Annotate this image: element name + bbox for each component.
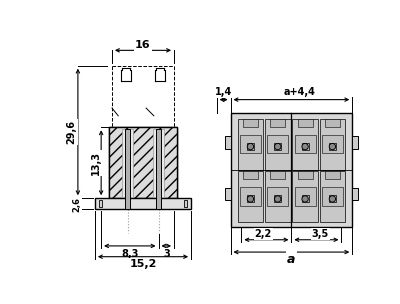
Circle shape [248,144,253,150]
Circle shape [276,197,280,201]
Bar [238,119,263,170]
Circle shape [330,145,334,149]
Bar [109,127,177,198]
Bar [156,129,161,209]
Bar [184,201,187,207]
Bar [95,198,191,209]
Bar [153,129,164,197]
Bar [292,171,318,222]
Circle shape [303,145,307,149]
Bar [302,195,308,202]
Bar [265,119,291,170]
Text: 15,2: 15,2 [129,259,157,269]
Bar [109,127,177,198]
Bar [274,195,281,202]
Bar [125,129,130,209]
Bar [294,135,316,154]
Bar [274,143,281,150]
Bar [325,171,340,179]
Bar [322,188,343,206]
Bar [243,119,258,126]
Bar [243,171,258,179]
Bar [265,171,291,222]
Bar [294,188,316,206]
Bar [238,171,263,222]
Bar [329,143,336,150]
Bar [247,143,254,150]
Circle shape [302,144,308,150]
Text: 2,2: 2,2 [255,229,272,239]
Bar [267,188,288,206]
Bar [352,136,358,149]
Text: 3,5: 3,5 [312,229,329,239]
Bar [292,119,318,170]
Circle shape [330,196,335,202]
Bar [270,171,285,179]
Text: 29,6: 29,6 [67,120,77,144]
Text: 8,3: 8,3 [121,249,138,259]
Bar [352,188,358,200]
Circle shape [330,144,335,150]
Bar [230,113,352,227]
Circle shape [330,197,334,201]
Text: 1,4: 1,4 [215,87,232,97]
Bar [122,129,133,197]
Circle shape [302,196,308,202]
Bar [225,188,230,200]
Circle shape [303,197,307,201]
Circle shape [275,196,281,202]
Circle shape [248,197,252,201]
Text: 2,6: 2,6 [73,197,82,212]
Bar [322,135,343,154]
Bar [329,195,336,202]
Circle shape [248,196,253,202]
Bar [320,119,345,170]
Bar [240,188,261,206]
Bar [99,201,102,207]
Text: 3: 3 [163,249,170,259]
Circle shape [248,145,252,149]
Bar [298,119,312,126]
Bar [240,135,261,154]
Text: a+4,4: a+4,4 [283,87,315,97]
Bar [225,136,230,149]
Bar [298,171,312,179]
Bar [325,119,340,126]
Text: a: a [287,253,296,265]
Text: 13,3: 13,3 [91,151,101,175]
Circle shape [275,144,281,150]
Bar [247,195,254,202]
Text: 16: 16 [135,40,151,50]
Circle shape [276,145,280,149]
Bar [270,119,285,126]
Bar [302,143,308,150]
Bar [267,135,288,154]
Bar [320,171,345,222]
